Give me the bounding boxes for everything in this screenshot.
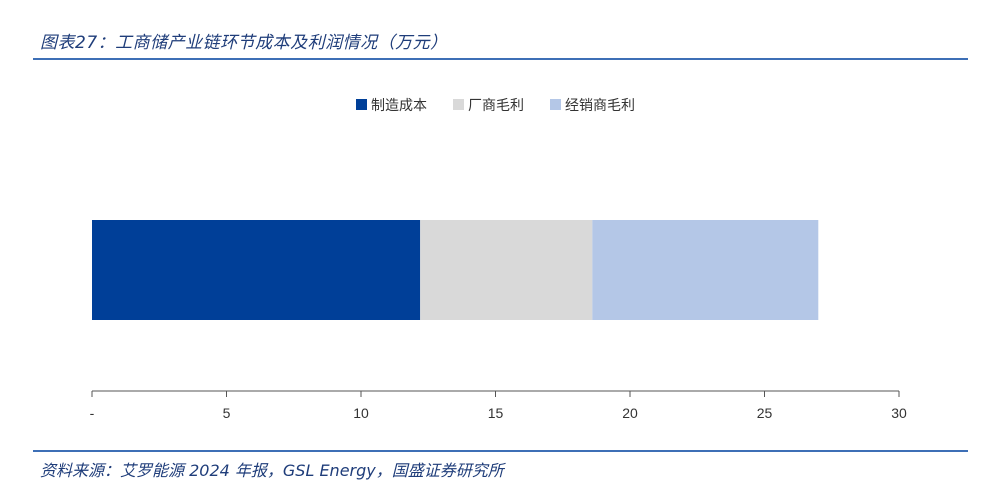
x-tick-label: 5 — [223, 405, 231, 421]
source-note: 资料来源：艾罗能源 2024 年报，GSL Energy，国盛证券研究所 — [40, 461, 504, 480]
source-divider — [33, 450, 968, 452]
x-tick-label: - — [90, 405, 95, 421]
chart-title: 图表27：工商储产业链环节成本及利润情况（万元） — [40, 33, 448, 53]
bar-segment-3 — [592, 220, 819, 320]
legend-label-1: 制造成本 — [371, 98, 427, 114]
legend-swatch-2 — [453, 99, 464, 110]
legend-swatch-3 — [550, 99, 561, 110]
x-axis: - 5 10 15 20 25 30 — [90, 390, 907, 421]
stacked-bar-chart: 制造成本 厂商毛利 经销商毛利 - 5 10 15 20 25 30 — [90, 98, 907, 421]
x-tick-label: 25 — [757, 405, 773, 421]
title-divider — [33, 58, 968, 60]
x-tick-label: 20 — [622, 405, 638, 421]
legend-swatch-1 — [356, 99, 367, 110]
legend: 制造成本 厂商毛利 经销商毛利 — [356, 98, 635, 114]
legend-label-2: 厂商毛利 — [468, 98, 524, 114]
bars — [92, 220, 819, 320]
x-tick-label: 30 — [891, 405, 907, 421]
x-tick-label: 15 — [488, 405, 504, 421]
x-tick-label: 10 — [353, 405, 369, 421]
bar-segment-2 — [420, 220, 593, 320]
bar-segment-1 — [92, 220, 421, 320]
legend-label-3: 经销商毛利 — [565, 98, 635, 114]
